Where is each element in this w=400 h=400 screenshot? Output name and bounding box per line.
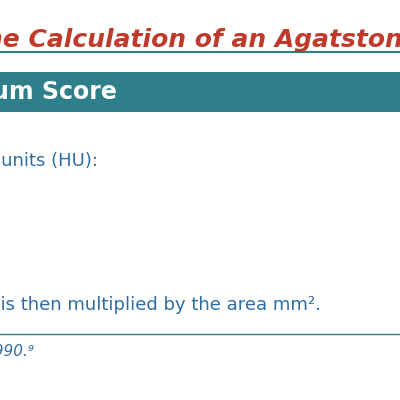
Text: um Score: um Score — [0, 80, 117, 104]
FancyBboxPatch shape — [0, 72, 400, 112]
Text: d units (HU):: d units (HU): — [0, 152, 98, 170]
Text: • is then multiplied by the area mm².: • is then multiplied by the area mm². — [0, 296, 321, 314]
Text: 1990.⁹: 1990.⁹ — [0, 344, 34, 359]
Text: The Calculation of an Agatston Calcium Score: The Calculation of an Agatston Calcium S… — [0, 28, 400, 52]
